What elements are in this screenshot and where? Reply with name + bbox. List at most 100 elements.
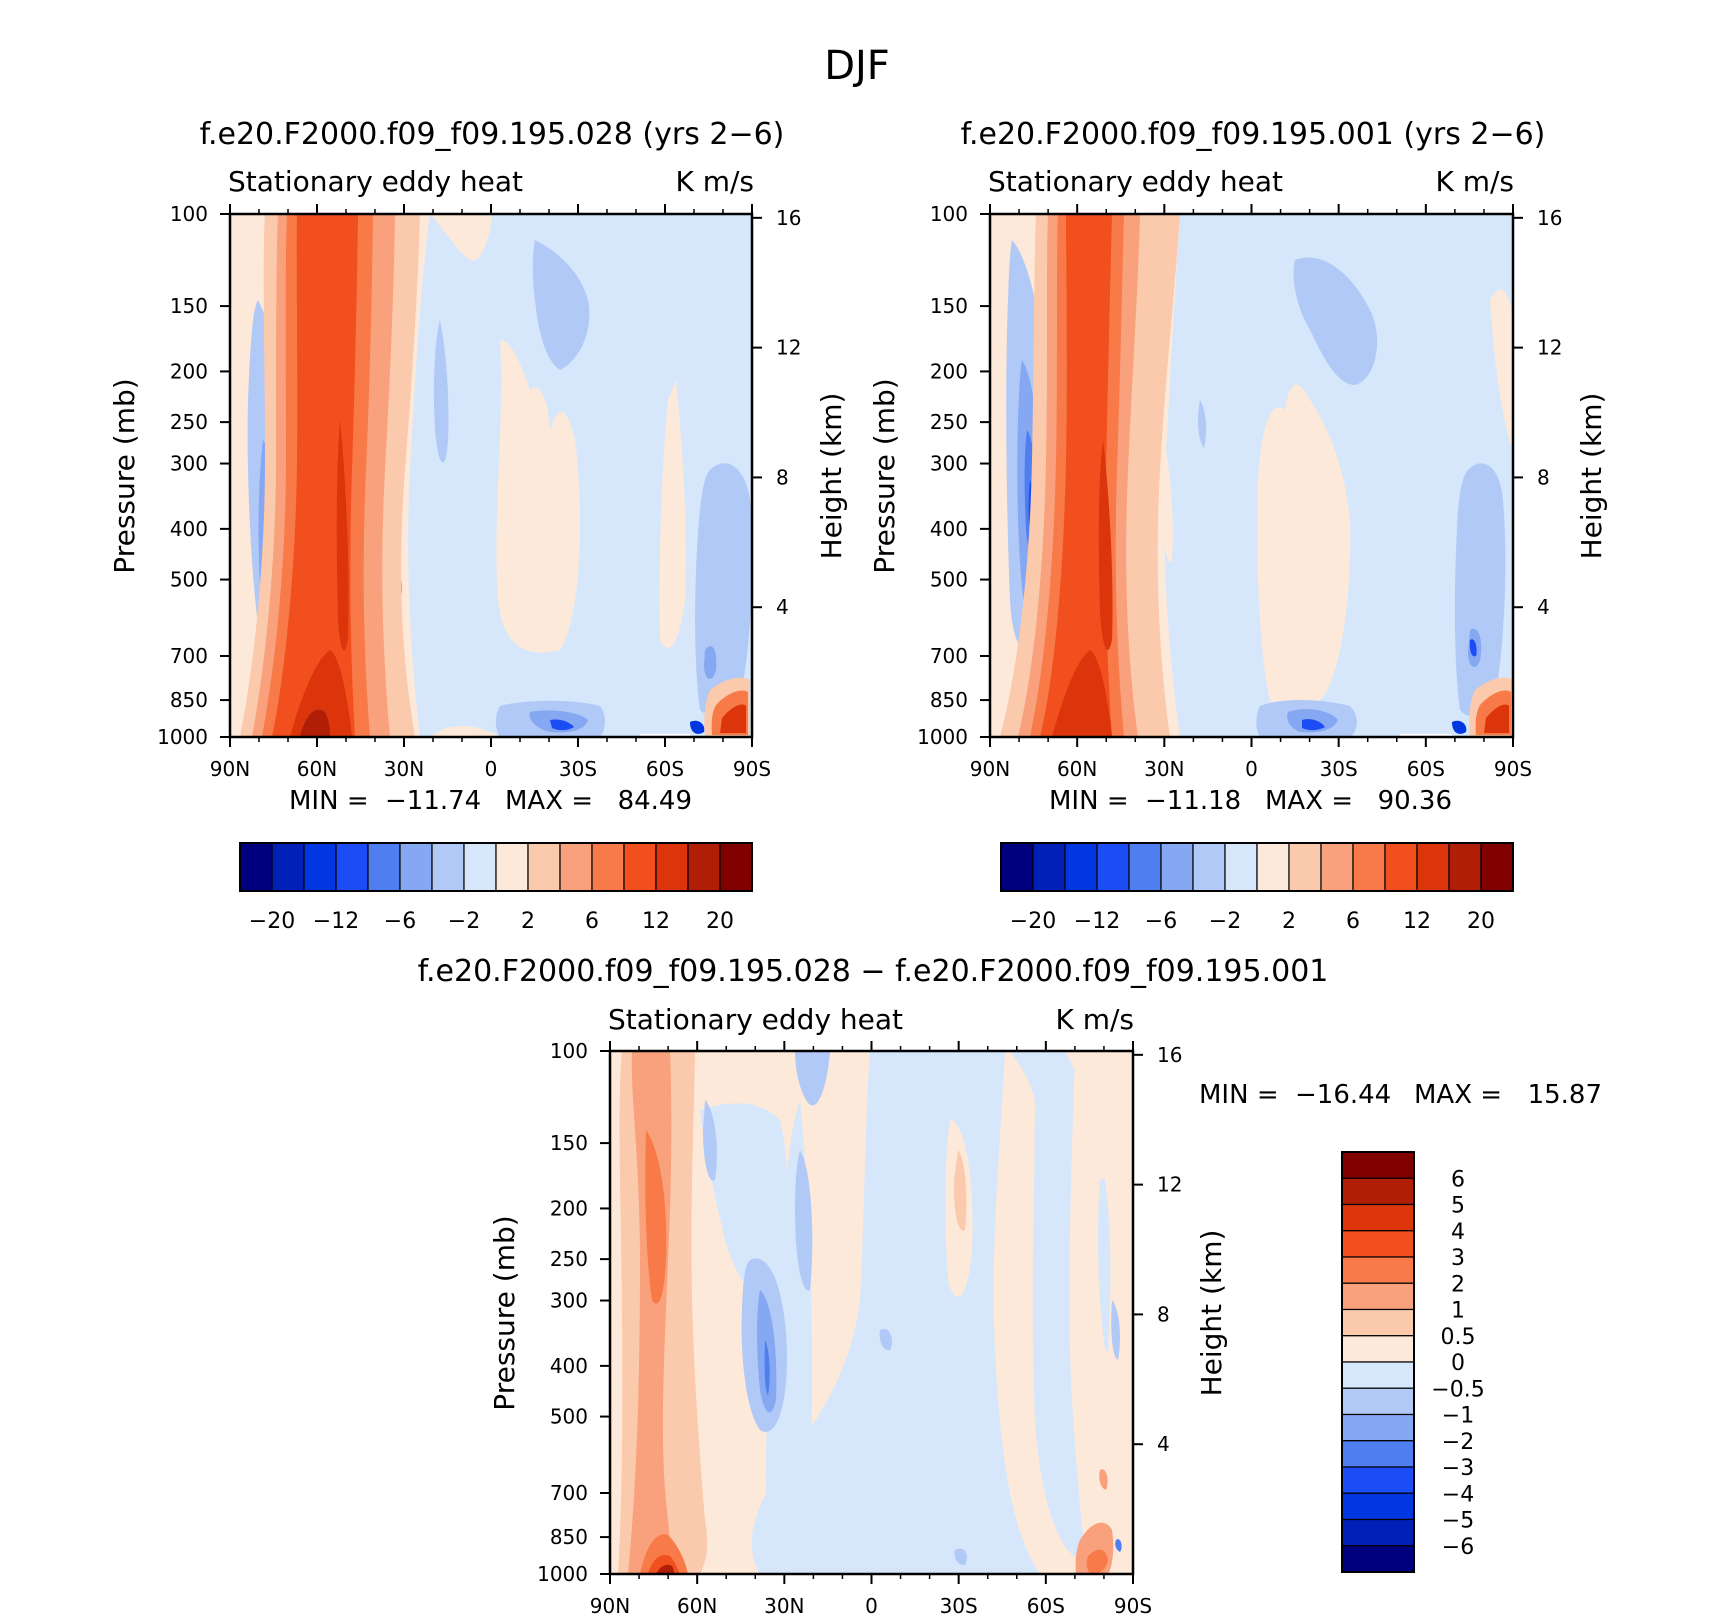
- contour-fill: [879, 1329, 892, 1351]
- colorbar-label: 5: [1451, 1194, 1465, 1219]
- y-right-tick-label: 8: [1537, 465, 1550, 489]
- colorbar-label: −6: [384, 909, 416, 934]
- colorbar-swatch: [1416, 842, 1450, 892]
- y-tick-label: 250: [170, 410, 208, 434]
- variable-label: Stationary eddy heat: [608, 1003, 903, 1036]
- min-value: −16.44: [1295, 1080, 1391, 1110]
- colorbar-swatch: [431, 842, 465, 892]
- colorbar-swatch: [1448, 842, 1482, 892]
- colorbar-label: −12: [313, 909, 359, 934]
- y-tick-label: 200: [170, 359, 208, 383]
- y-tick-label: 1000: [157, 725, 208, 749]
- contour-fill: [336, 420, 349, 651]
- colorbar-label: −20: [1010, 909, 1056, 934]
- colorbar-swatch: [463, 842, 497, 892]
- contour-field: [230, 214, 752, 737]
- colorbar-swatch: [559, 842, 593, 892]
- y-tick-label: 300: [930, 452, 968, 476]
- y-tick-label: 500: [550, 1405, 588, 1429]
- colorbar-label: 12: [642, 909, 670, 934]
- colorbar-label: 0: [1451, 1351, 1465, 1376]
- contour-fill: [430, 214, 492, 261]
- figure-title: DJF: [824, 43, 890, 89]
- y-tick-label: 150: [550, 1131, 588, 1155]
- y-tick-label: 250: [550, 1247, 588, 1271]
- units-label: K m/s: [1435, 165, 1514, 198]
- contour-fill: [700, 1103, 788, 1295]
- colorbar-label: −0.5: [1431, 1377, 1484, 1402]
- contour-fill: [300, 709, 330, 737]
- y-right-tick-label: 16: [1537, 206, 1562, 230]
- y-right-axis-label: Height (km): [1195, 1230, 1228, 1397]
- colorbar-frame: [1000, 842, 1514, 892]
- y-tick-label: 500: [930, 568, 968, 592]
- x-tick-label: 60S: [646, 757, 684, 781]
- y-tick-label: 250: [930, 410, 968, 434]
- colorbar-swatch: [1480, 842, 1514, 892]
- min-value: −11.18: [1145, 786, 1241, 816]
- max-value: 90.36: [1378, 786, 1452, 816]
- contour-fill: [532, 240, 590, 370]
- colorbar-label: 20: [1467, 909, 1495, 934]
- contour-fill: [1197, 400, 1207, 448]
- colorbar-swatch: [1341, 1151, 1415, 1179]
- x-tick-label: 60S: [1407, 757, 1445, 781]
- y-right-axis-label: Height (km): [815, 393, 848, 560]
- variable-label: Stationary eddy heat: [228, 165, 523, 198]
- colorbar-swatch: [1341, 1308, 1415, 1337]
- contour-fill: [1086, 1549, 1108, 1574]
- contour-fill: [1115, 1539, 1122, 1552]
- panel-title: f.e20.F2000.f09_f09.195.028 − f.e20.F200…: [418, 954, 1329, 989]
- y-tick-label: 1000: [917, 725, 968, 749]
- x-tick-label: 90S: [1114, 1594, 1152, 1616]
- y-axis-label: Pressure (mb): [108, 378, 141, 573]
- colorbar-swatch: [1341, 1203, 1415, 1232]
- contour-field: [610, 1051, 1133, 1574]
- colorbar-swatch: [1341, 1466, 1415, 1494]
- y-tick-label: 200: [550, 1196, 588, 1220]
- min-label: MIN =: [1199, 1080, 1279, 1110]
- y-tick-label: 100: [930, 202, 968, 226]
- min-value: −11.74: [385, 786, 481, 816]
- panel-difference: f.e20.F2000.f09_f09.195.028 − f.e20.F200…: [418, 954, 1602, 1616]
- contour-fill: [1452, 720, 1467, 734]
- colorbar-swatch: [1224, 842, 1258, 892]
- colorbar-swatch: [367, 842, 401, 892]
- contour-fill: [720, 704, 746, 733]
- x-tick-label: 0: [1245, 757, 1258, 781]
- y-right-tick-label: 12: [1537, 336, 1562, 360]
- y-tick-label: 850: [170, 688, 208, 712]
- contour-fill: [764, 1340, 770, 1395]
- min-label: MIN =: [1049, 786, 1129, 816]
- colorbar-label: −5: [1442, 1509, 1474, 1534]
- panel-model-028: f.e20.F2000.f09_f09.195.028 (yrs 2−6) St…: [108, 117, 848, 934]
- x-tick-label: 30S: [940, 1594, 978, 1616]
- contour-fill: [1454, 463, 1506, 717]
- colorbar-swatch: [399, 842, 433, 892]
- colorbar-swatch: [271, 842, 305, 892]
- x-tick-label: 60N: [677, 1594, 717, 1616]
- units-label: K m/s: [1055, 1003, 1134, 1036]
- colorbar-swatch: [335, 842, 369, 892]
- variable-label: Stationary eddy heat: [988, 165, 1283, 198]
- max-label: MAX =: [1265, 786, 1353, 816]
- y-tick-label: 500: [170, 568, 208, 592]
- x-tick-label: 90N: [590, 1594, 630, 1616]
- colorbar-swatch: [1000, 842, 1034, 892]
- units-label: K m/s: [675, 165, 754, 198]
- max-label: MAX =: [505, 786, 593, 816]
- colorbar-label: −12: [1074, 909, 1120, 934]
- contour-fill: [795, 1150, 813, 1291]
- colorbar-label: 2: [1451, 1272, 1465, 1297]
- colorbar-swatch: [1341, 1440, 1415, 1468]
- panel-title: f.e20.F2000.f09_f09.195.028 (yrs 2−6): [200, 117, 785, 152]
- x-tick-label: 30N: [764, 1594, 804, 1616]
- contour-fill: [1098, 440, 1113, 650]
- max-label: MAX =: [1414, 1080, 1502, 1110]
- colorbar-swatch: [1192, 842, 1226, 892]
- colorbar-swatch: [527, 842, 561, 892]
- contour-fill: [640, 734, 690, 737]
- contour-fill: [1111, 1300, 1120, 1360]
- colorbar-swatch: [1341, 1335, 1415, 1363]
